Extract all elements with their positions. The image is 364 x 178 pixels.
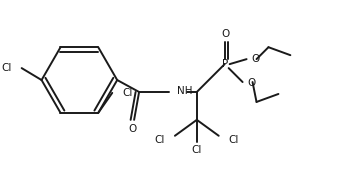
Text: O: O (248, 78, 256, 88)
Text: P: P (222, 59, 228, 69)
Text: Cl: Cl (122, 88, 132, 98)
Text: Cl: Cl (229, 135, 239, 145)
Text: O: O (222, 29, 230, 39)
Text: Cl: Cl (155, 135, 165, 145)
Text: O: O (252, 54, 260, 64)
Text: Cl: Cl (191, 145, 202, 155)
Text: NH: NH (177, 86, 193, 96)
Text: Cl: Cl (1, 63, 12, 73)
Text: O: O (128, 124, 136, 134)
